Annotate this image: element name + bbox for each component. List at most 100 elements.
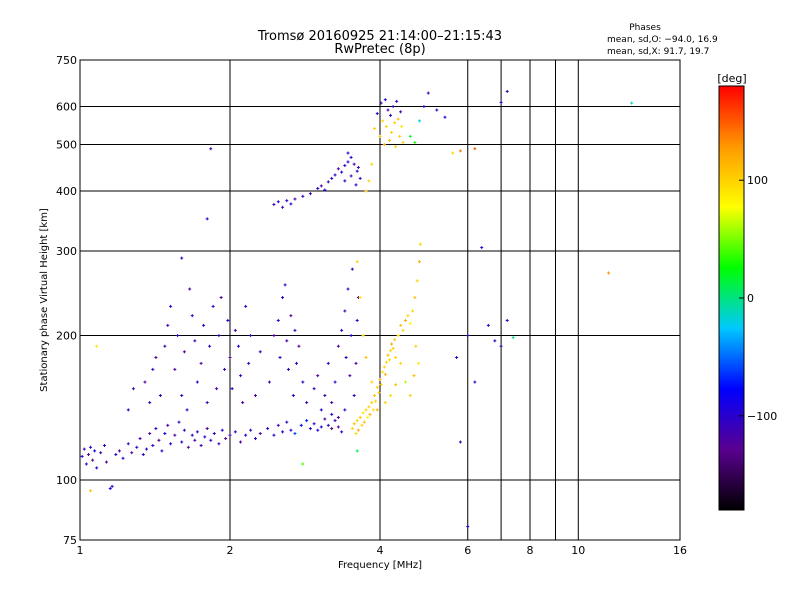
- data-point: [413, 140, 417, 144]
- data-point-v: [298, 344, 300, 348]
- data-point-v: [290, 428, 292, 432]
- data-point-v: [306, 401, 308, 405]
- data-point-v: [286, 339, 288, 343]
- data-point-v: [500, 344, 502, 348]
- data-point: [166, 323, 170, 327]
- data-point-v: [409, 321, 411, 325]
- data-point-v: [474, 147, 476, 151]
- data-point: [426, 91, 430, 95]
- data-point: [247, 361, 251, 365]
- data-point: [145, 447, 149, 451]
- data-point: [285, 339, 289, 343]
- data-point-v: [423, 105, 425, 109]
- data-point-v: [459, 149, 461, 153]
- data-point: [393, 338, 397, 342]
- data-point-v: [94, 449, 96, 453]
- data-point: [258, 350, 262, 354]
- data-point: [186, 445, 190, 449]
- data-point-v: [400, 361, 402, 365]
- data-point: [148, 401, 152, 405]
- data-point-v: [229, 433, 231, 437]
- data-point-v: [341, 170, 343, 174]
- data-point-v: [200, 361, 202, 365]
- data-point-v: [234, 328, 236, 332]
- data-point-v: [279, 355, 281, 359]
- data-point: [330, 427, 334, 431]
- data-point-v: [481, 246, 483, 250]
- data-point-v: [105, 460, 107, 464]
- data-point: [340, 328, 344, 332]
- data-point: [91, 458, 95, 462]
- data-point-v: [313, 422, 315, 426]
- data-point: [361, 411, 365, 415]
- data-point-v: [245, 304, 247, 308]
- data-point-v: [87, 453, 89, 457]
- data-point: [371, 408, 375, 412]
- data-point: [82, 447, 86, 451]
- data-point: [358, 296, 362, 300]
- data-point-v: [357, 165, 359, 169]
- data-point: [391, 346, 395, 350]
- data-point-v: [351, 267, 353, 271]
- data-point-v: [206, 427, 208, 431]
- data-point-v: [267, 427, 269, 431]
- data-point-v: [313, 387, 315, 391]
- data-point-v: [317, 186, 319, 190]
- y-tick-label: 750: [56, 54, 77, 67]
- data-point: [141, 453, 145, 457]
- data-point-v: [416, 279, 418, 283]
- data-point: [233, 430, 237, 434]
- data-point: [104, 460, 108, 464]
- y-axis-ticks: 75 100 200 300 400 500 600 750: [56, 54, 77, 547]
- data-point: [233, 328, 237, 332]
- data-point: [378, 134, 382, 138]
- data-point: [312, 422, 316, 426]
- data-point-v: [371, 380, 373, 384]
- data-points: [80, 89, 634, 529]
- data-point-v: [382, 370, 384, 374]
- data-point-v: [277, 318, 279, 322]
- data-point-v: [181, 394, 183, 398]
- x-tick-label: 1: [77, 544, 84, 557]
- data-point: [511, 336, 515, 340]
- data-point: [205, 217, 209, 221]
- data-point: [417, 260, 421, 264]
- data-point-v: [231, 387, 233, 391]
- data-point: [473, 147, 477, 151]
- data-point: [236, 344, 240, 348]
- colorbar-ticks: 100 0 −100: [739, 174, 777, 423]
- data-point: [209, 438, 213, 442]
- data-point: [217, 334, 221, 338]
- data-point-v: [371, 401, 373, 405]
- data-point-v: [248, 361, 250, 365]
- data-point-v: [309, 427, 311, 431]
- phase-box-line-o: mean, sd,O: −94.0, 16.9: [607, 35, 718, 45]
- data-point: [117, 449, 121, 453]
- data-point: [417, 119, 421, 123]
- data-point-v: [240, 374, 242, 378]
- data-point-v: [379, 134, 381, 138]
- data-point: [394, 145, 398, 149]
- data-point: [166, 423, 170, 427]
- data-point: [169, 442, 173, 446]
- data-point: [244, 304, 248, 308]
- data-point: [223, 367, 227, 371]
- data-point-v: [331, 427, 333, 431]
- data-point: [346, 160, 350, 164]
- data-point: [333, 173, 337, 177]
- data-point-v: [203, 323, 205, 327]
- data-point-v: [306, 419, 308, 423]
- data-point-v: [409, 134, 411, 138]
- data-point-v: [363, 420, 365, 424]
- data-point: [319, 184, 323, 188]
- data-point: [323, 394, 327, 398]
- data-point: [177, 420, 181, 424]
- data-point-v: [309, 192, 311, 196]
- data-point: [154, 355, 158, 359]
- data-point-v: [282, 296, 284, 300]
- data-point-v: [290, 202, 292, 206]
- data-point-v: [414, 140, 416, 144]
- data-point-v: [218, 442, 220, 446]
- data-point: [281, 205, 285, 209]
- data-point: [350, 267, 354, 271]
